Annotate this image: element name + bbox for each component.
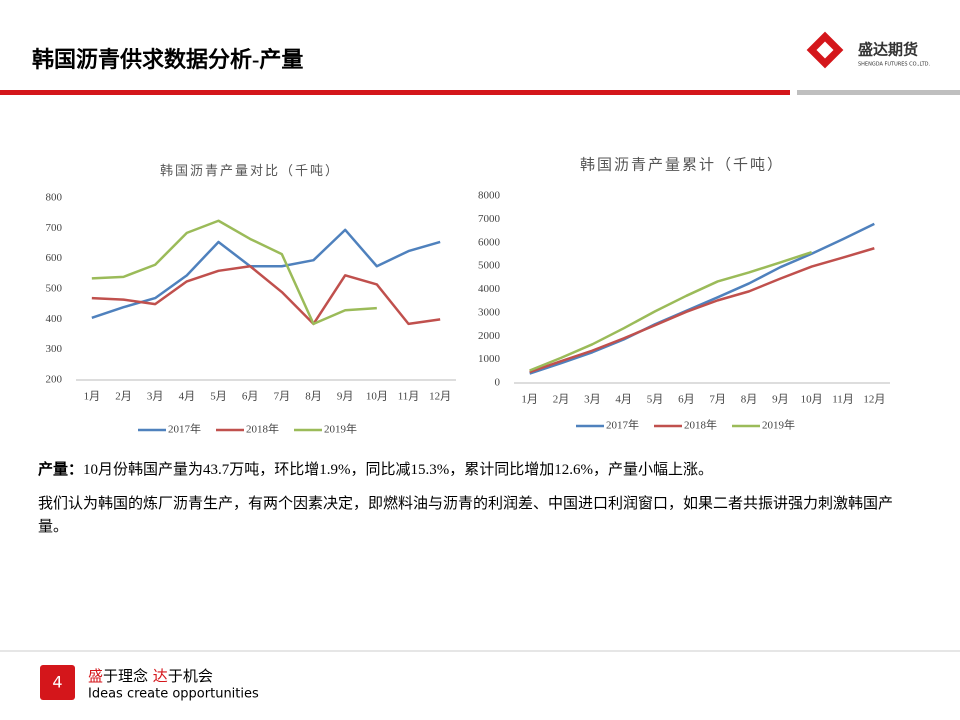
page-number: 4 [52, 673, 62, 692]
y-tick-label: 300 [46, 343, 63, 355]
paragraph: 我们认为韩国的炼厂沥青生产，有两个因素决定，即燃料油与沥青的利润差、中国进口利润… [38, 496, 894, 535]
x-tick-label: 2月 [115, 391, 132, 403]
paragraph: 产量：10月份韩国产量为43.7万吨，环比增1.9%，同比减15.3%，累计同比… [38, 459, 908, 482]
title-rule [0, 90, 790, 95]
x-tick-label: 7月 [274, 391, 291, 403]
y-tick-label: 6000 [478, 236, 501, 248]
logo-icon-inner [816, 41, 834, 59]
x-tick-label: 9月 [772, 394, 789, 406]
y-tick-label: 7000 [478, 213, 501, 225]
y-tick-label: 200 [46, 374, 63, 386]
slogan-part: 达 [153, 667, 168, 685]
y-tick-label: 800 [46, 192, 63, 204]
x-tick-label: 9月 [337, 391, 354, 403]
page-box [40, 665, 75, 700]
y-tick-label: 2000 [478, 330, 501, 342]
legend-label: 2019年 [762, 418, 795, 432]
slide-title: 韩国沥青供求数据分析-产量 [32, 47, 303, 72]
y-tick-label: 400 [46, 313, 63, 325]
x-tick-label: 6月 [678, 394, 695, 406]
x-tick-label: 6月 [242, 391, 259, 403]
y-tick-label: 3000 [478, 306, 501, 318]
slogan-part: 盛 [88, 667, 103, 685]
logo [806, 31, 844, 69]
x-tick-label: 10月 [366, 391, 388, 403]
x-tick-label: 12月 [429, 391, 451, 403]
y-tick-label: 600 [46, 252, 63, 264]
x-tick-label: 2月 [553, 394, 570, 406]
series-line [91, 219, 377, 326]
logo-sub: SHENGDA FUTURES CO.,LTD. [858, 62, 931, 68]
y-tick-label: 500 [46, 283, 63, 295]
x-tick-label: 4月 [179, 391, 196, 403]
slogan-en: Ideas create opportunities [88, 687, 259, 702]
legend-label: 2018年 [684, 418, 717, 432]
chart-title: 韩国沥青产量累计（千吨） [580, 156, 784, 173]
x-tick-label: 7月 [709, 394, 726, 406]
x-tick-label: 5月 [647, 394, 664, 406]
logo-text: 盛达期货 [858, 41, 918, 59]
x-tick-label: 8月 [741, 394, 758, 406]
title-rule-gray [797, 90, 960, 95]
series-line [529, 250, 813, 372]
chart-title: 韩国沥青产量对比（千吨） [160, 163, 340, 178]
x-tick-label: 12月 [863, 394, 885, 406]
legend-label: 2019年 [324, 422, 357, 436]
x-tick-label: 1月 [84, 391, 101, 403]
slogan-part: 于理念 [103, 667, 153, 685]
x-tick-label: 1月 [521, 394, 538, 406]
legend-label: 2018年 [246, 422, 279, 436]
series-line [529, 222, 875, 375]
x-tick-label: 3月 [584, 394, 601, 406]
y-tick-label: 700 [46, 222, 63, 234]
slogan-part: 于机会 [168, 667, 213, 685]
legend-label: 2017年 [606, 418, 639, 432]
y-tick-label: 0 [495, 377, 501, 389]
y-tick-label: 1000 [478, 353, 501, 365]
x-tick-label: 4月 [615, 394, 632, 406]
legend-label: 2017年 [168, 422, 201, 436]
x-tick-label: 3月 [147, 391, 164, 403]
x-tick-label: 11月 [398, 391, 420, 403]
series-line [529, 247, 875, 374]
y-tick-label: 5000 [478, 260, 501, 272]
series-line [91, 228, 441, 320]
x-tick-label: 10月 [801, 394, 823, 406]
series-line [91, 265, 441, 326]
x-tick-label: 8月 [305, 391, 322, 403]
x-tick-label: 11月 [832, 394, 854, 406]
text: 10月份韩国产量为43.7万吨，环比增1.9%，同比减15.3%，累计同比增加1… [83, 462, 714, 478]
label: 产量： [38, 462, 84, 478]
y-tick-label: 8000 [478, 190, 501, 202]
y-tick-label: 4000 [478, 283, 501, 295]
x-tick-label: 5月 [210, 391, 227, 403]
slogan: 盛于理念 达于机会 [88, 667, 213, 685]
